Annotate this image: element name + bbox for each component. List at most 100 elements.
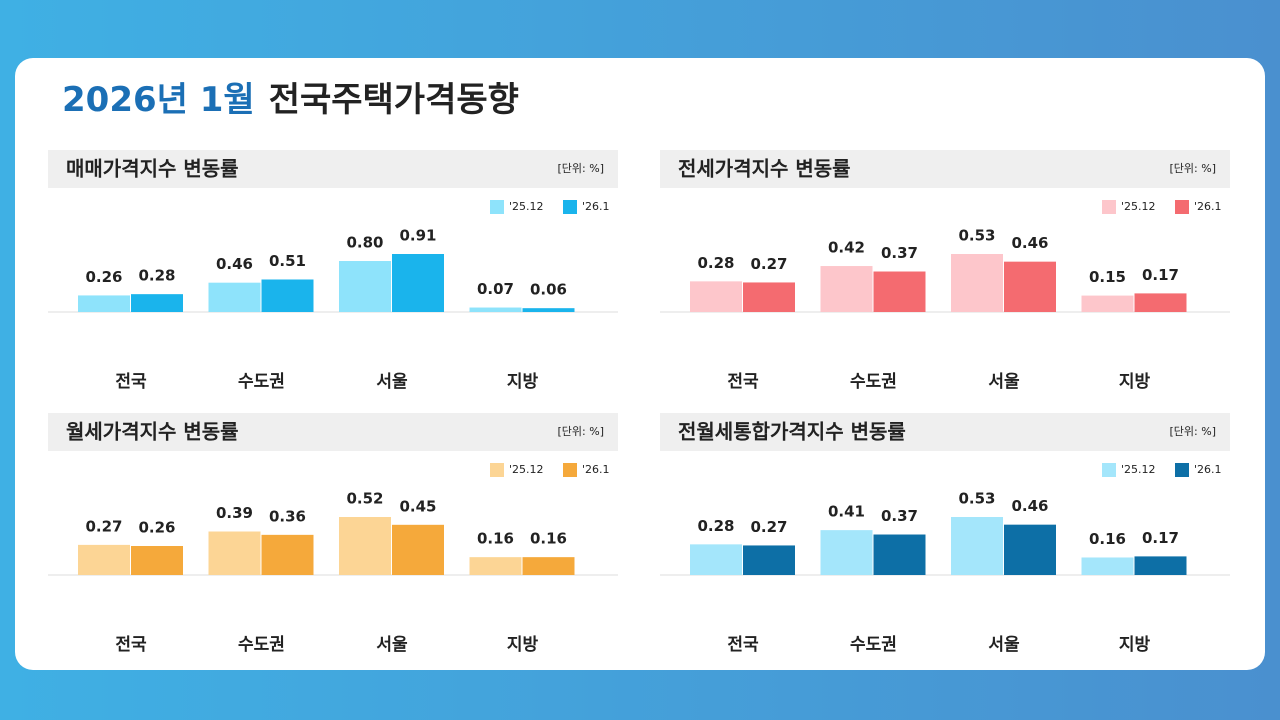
bar <box>78 295 130 312</box>
legend-label: '25.12 <box>1121 200 1156 213</box>
panel-title: 월세가격지수 변동률 <box>66 420 239 444</box>
main-title: 2026년 1월 전국주택가격동향 <box>62 80 519 120</box>
value-label: 0.27 <box>750 255 787 273</box>
legend-swatch <box>1102 463 1116 477</box>
bar <box>820 266 873 312</box>
legend-label: '26.1 <box>582 200 610 213</box>
value-label: 0.80 <box>346 234 383 252</box>
bar <box>469 307 522 312</box>
value-label: 0.46 <box>1011 234 1048 252</box>
bar <box>131 546 183 575</box>
category-label: 수도권 <box>850 635 897 655</box>
bar <box>131 294 183 312</box>
legend-swatch <box>1175 463 1189 477</box>
bar <box>951 517 1003 575</box>
bar <box>1134 293 1187 312</box>
value-label: 0.26 <box>138 519 175 537</box>
bar <box>469 557 522 575</box>
legend-swatch <box>490 463 504 477</box>
category-label: 전국 <box>115 635 147 655</box>
value-label: 0.37 <box>881 507 918 525</box>
value-label: 0.37 <box>881 244 918 262</box>
value-label: 0.27 <box>750 518 787 536</box>
unit-label: [단위: %] <box>558 425 604 438</box>
legend-label: '26.1 <box>1194 463 1222 476</box>
legend-swatch <box>563 463 577 477</box>
bar <box>1004 524 1056 575</box>
value-label: 0.15 <box>1089 268 1126 286</box>
value-label: 0.53 <box>958 490 995 508</box>
unit-label: [단위: %] <box>1170 425 1216 438</box>
panel-header <box>660 150 1230 188</box>
legend-swatch <box>1102 200 1116 214</box>
legend-swatch <box>1175 200 1189 214</box>
bar <box>208 282 261 312</box>
legend-label: '25.12 <box>509 200 544 213</box>
category-label: 수도권 <box>238 372 285 392</box>
value-label: 0.46 <box>216 255 253 273</box>
legend-swatch <box>563 200 577 214</box>
bar <box>820 530 873 575</box>
bar <box>208 531 261 575</box>
category-label: 서울 <box>988 635 1020 655</box>
legend-label: '26.1 <box>582 463 610 476</box>
bar <box>873 271 926 312</box>
value-label: 0.16 <box>477 530 514 548</box>
category-label: 수도권 <box>238 635 285 655</box>
panel-title: 전월세통합가격지수 변동률 <box>678 420 906 444</box>
value-label: 0.45 <box>399 497 436 515</box>
panel-title: 매매가격지수 변동률 <box>66 157 239 181</box>
value-label: 0.16 <box>530 530 567 548</box>
bar <box>690 544 742 575</box>
value-label: 0.51 <box>269 252 306 270</box>
bar <box>1081 295 1134 312</box>
bar <box>261 279 314 312</box>
value-label: 0.28 <box>138 267 175 285</box>
bar <box>392 254 444 312</box>
panel-title: 전세가격지수 변동률 <box>678 157 851 181</box>
category-label: 수도권 <box>850 372 897 392</box>
bar <box>522 308 575 312</box>
panel-header <box>660 413 1230 451</box>
bar <box>1004 261 1056 312</box>
category-label: 전국 <box>727 635 759 655</box>
value-label: 0.36 <box>269 507 306 525</box>
bar <box>873 534 926 575</box>
value-label: 0.27 <box>85 517 122 535</box>
bar <box>522 557 575 575</box>
value-label: 0.26 <box>85 268 122 286</box>
panel-header <box>48 150 618 188</box>
panel-header <box>48 413 618 451</box>
value-label: 0.41 <box>828 503 865 521</box>
category-label: 서울 <box>376 635 408 655</box>
bar <box>339 517 391 575</box>
title-highlight: 2026년 1월 <box>62 80 255 120</box>
value-label: 0.17 <box>1142 266 1179 284</box>
category-label: 지방 <box>1119 635 1151 655</box>
unit-label: [단위: %] <box>1170 162 1216 175</box>
bar <box>1081 557 1134 575</box>
value-label: 0.42 <box>828 239 865 257</box>
bar <box>690 281 742 312</box>
category-label: 지방 <box>507 372 539 392</box>
value-label: 0.46 <box>1011 497 1048 515</box>
bar <box>261 534 314 575</box>
value-label: 0.28 <box>697 517 734 535</box>
legend-swatch <box>490 200 504 214</box>
category-label: 지방 <box>1119 372 1151 392</box>
value-label: 0.28 <box>697 254 734 272</box>
value-label: 0.39 <box>216 504 253 522</box>
value-label: 0.16 <box>1089 530 1126 548</box>
value-label: 0.07 <box>477 280 514 298</box>
category-label: 서울 <box>988 372 1020 392</box>
bar <box>743 545 795 575</box>
unit-label: [단위: %] <box>558 162 604 175</box>
legend-label: '25.12 <box>509 463 544 476</box>
bar <box>743 282 795 312</box>
value-label: 0.17 <box>1142 529 1179 547</box>
bar <box>78 544 130 575</box>
legend-label: '25.12 <box>1121 463 1156 476</box>
bar <box>951 254 1003 312</box>
